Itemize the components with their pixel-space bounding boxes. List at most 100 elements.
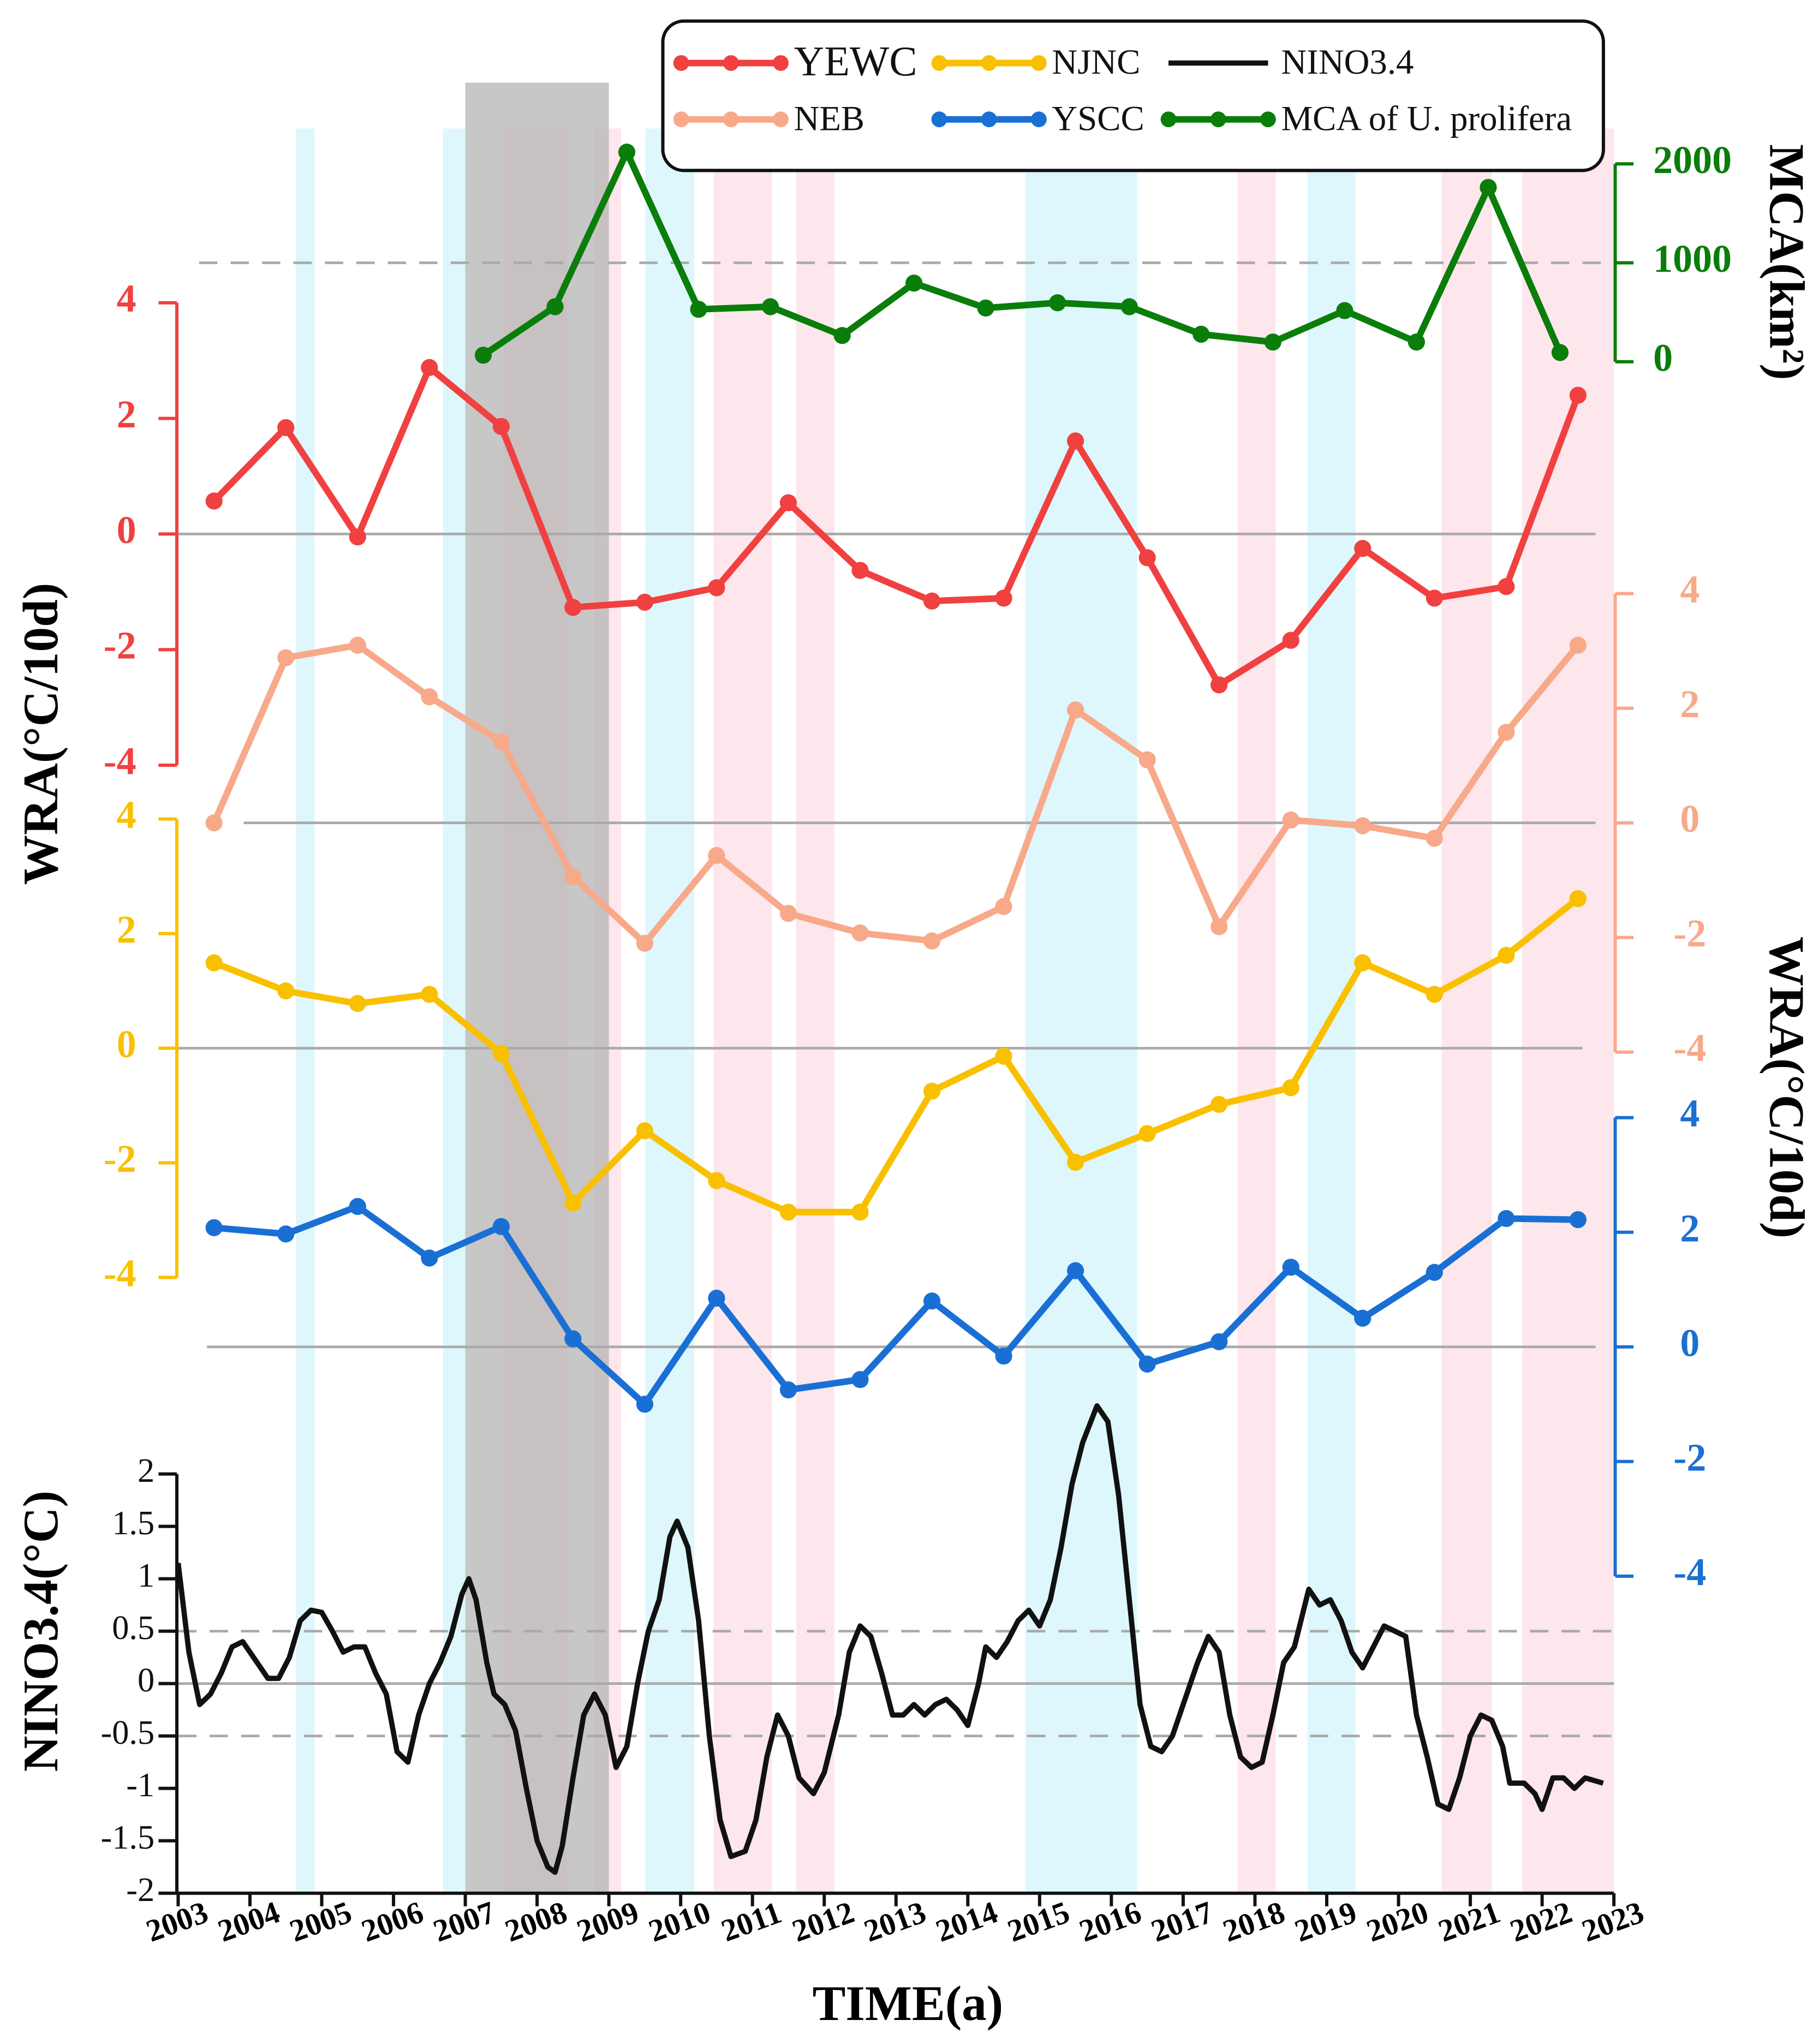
data-point xyxy=(1210,676,1228,694)
data-point xyxy=(564,1194,582,1212)
x-axis-title: TIME(a) xyxy=(813,1976,1004,2031)
data-point xyxy=(205,954,223,972)
y-tick-label: -2 xyxy=(1673,1435,1706,1479)
y-tick-label: -0.5 xyxy=(100,1714,154,1751)
y-tick-label: 2 xyxy=(1680,1206,1699,1250)
x-tick-label: 2022 xyxy=(1506,1895,1577,1949)
legend-marker xyxy=(1260,111,1276,128)
data-point xyxy=(851,1203,869,1221)
data-point xyxy=(1426,1264,1443,1281)
data-point xyxy=(1551,344,1569,361)
y-tick-label: 1 xyxy=(138,1557,154,1594)
data-point xyxy=(1067,1153,1084,1171)
legend-label: NEB xyxy=(794,99,865,138)
data-point xyxy=(546,298,564,315)
y-tick-label: 2 xyxy=(117,392,136,436)
y-axis-title: NINO3.4(°C) xyxy=(13,1491,68,1772)
legend-marker xyxy=(981,55,997,71)
data-point xyxy=(1354,954,1371,972)
data-point xyxy=(1354,540,1371,557)
data-point xyxy=(708,579,725,597)
data-point xyxy=(1120,298,1138,315)
highlight-band xyxy=(465,82,609,1893)
legend-label: NJNC xyxy=(1052,43,1140,82)
legend-marker xyxy=(1031,55,1047,71)
y-tick-label: 1.5 xyxy=(112,1504,154,1542)
x-tick-label: 2019 xyxy=(1290,1895,1361,1949)
legend-marker xyxy=(673,55,689,71)
data-point xyxy=(1192,325,1210,343)
y-tick-label: 0 xyxy=(1680,1321,1699,1364)
y-tick-label: -2 xyxy=(126,1871,154,1909)
data-point xyxy=(1067,432,1084,450)
y-tick-label: -1 xyxy=(126,1766,154,1804)
x-tick-label: 2007 xyxy=(429,1895,500,1949)
data-point xyxy=(349,636,366,654)
y-tick-label: 2 xyxy=(117,908,136,951)
data-point xyxy=(1354,817,1371,835)
data-point xyxy=(492,1218,510,1235)
y-tick-label: 4 xyxy=(117,793,136,837)
legend-marker xyxy=(1160,111,1177,128)
x-tick-label: 2005 xyxy=(285,1895,356,1949)
legend-marker xyxy=(723,111,739,128)
y-tick-label: -2 xyxy=(104,1137,136,1181)
y-tick-label: 0 xyxy=(1680,797,1699,841)
highlight-band xyxy=(1441,128,1492,1893)
series-line xyxy=(213,1203,1578,1408)
data-point xyxy=(636,1122,654,1140)
x-tick-label: 2006 xyxy=(357,1895,428,1949)
y-tick-label: -4 xyxy=(1673,1550,1706,1594)
data-point xyxy=(1210,918,1228,935)
legend-marker xyxy=(981,111,997,128)
highlight-band xyxy=(713,128,772,1893)
x-tick-label: 2008 xyxy=(500,1895,571,1949)
data-point xyxy=(421,1249,438,1267)
data-point xyxy=(995,1047,1012,1065)
y-tick-label: 4 xyxy=(1680,568,1699,611)
data-point xyxy=(1498,724,1515,741)
data-point xyxy=(1138,1125,1156,1142)
data-point xyxy=(1138,751,1156,768)
data-point xyxy=(618,144,636,161)
legend-marker xyxy=(931,55,947,71)
data-point xyxy=(1569,1211,1587,1229)
data-point xyxy=(1282,811,1299,829)
data-point xyxy=(995,898,1012,915)
y-tick-label: 0 xyxy=(1653,336,1673,379)
data-point xyxy=(1408,333,1426,351)
y-axis-title: WRA(°C/10d) xyxy=(13,583,68,885)
data-point xyxy=(492,418,510,435)
x-tick-label: 2010 xyxy=(644,1895,715,1949)
legend-marker xyxy=(773,111,789,128)
data-point xyxy=(349,1197,366,1215)
data-point xyxy=(995,589,1012,607)
data-point xyxy=(851,562,869,579)
data-point xyxy=(1282,1079,1299,1097)
data-point xyxy=(1264,333,1281,351)
x-tick-label: 2018 xyxy=(1219,1895,1290,1949)
legend-label: NINO3.4 xyxy=(1281,43,1414,82)
x-tick-label: 2017 xyxy=(1147,1895,1218,1949)
legend-marker xyxy=(723,55,739,71)
highlight-band xyxy=(296,128,315,1893)
y-tick-label: -1.5 xyxy=(100,1819,154,1856)
x-tick-label: 2009 xyxy=(572,1895,643,1949)
data-point xyxy=(564,599,582,616)
data-point xyxy=(762,298,779,315)
data-point xyxy=(421,688,438,706)
x-tick-label: 2023 xyxy=(1577,1895,1648,1949)
data-point xyxy=(1498,1209,1515,1227)
data-point xyxy=(205,1219,223,1236)
data-point xyxy=(923,932,941,950)
x-tick-label: 2021 xyxy=(1434,1895,1505,1949)
y-tick-label: -2 xyxy=(104,624,136,668)
data-point xyxy=(851,1371,869,1389)
data-point xyxy=(1049,294,1066,312)
data-point xyxy=(1067,701,1084,719)
highlight-band xyxy=(796,128,834,1893)
data-point xyxy=(205,814,223,832)
y-tick-label: 1000 xyxy=(1653,237,1732,281)
legend-marker xyxy=(773,55,789,71)
data-point xyxy=(1210,1095,1228,1113)
